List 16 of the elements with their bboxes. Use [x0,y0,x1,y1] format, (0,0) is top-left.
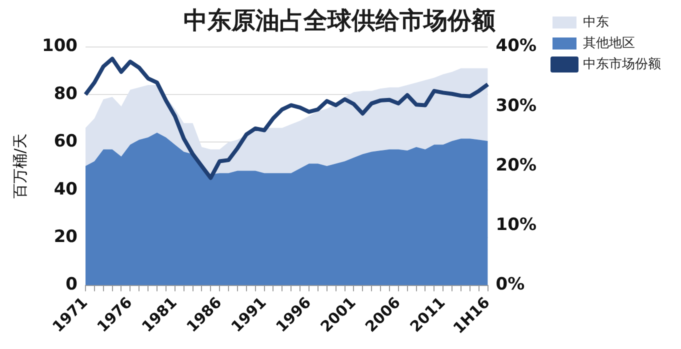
chart-title: 中东原油占全球供给市场份额 [184,6,496,35]
y2-tick-label: 30% [496,96,537,116]
y-tick-label: 100 [42,36,78,56]
y-tick-label: 60 [54,132,78,152]
y2-tick-label: 40% [496,36,537,56]
y-tick-label: 20 [54,226,78,247]
y-tick-label: 80 [54,84,78,104]
y-tick-label: 0 [66,274,78,295]
y-tick-label: 40 [54,179,78,200]
y2-tick-label: 20% [496,155,537,176]
y2-tick-label: 10% [496,215,537,236]
y-axis-title: 百万桶/天 [10,133,29,199]
legend-label: 中东 [583,14,609,30]
y2-tick-label: 0% [496,274,525,295]
legend-label: 其他地区 [583,36,635,51]
legend-label: 中东市场份额 [583,56,661,72]
